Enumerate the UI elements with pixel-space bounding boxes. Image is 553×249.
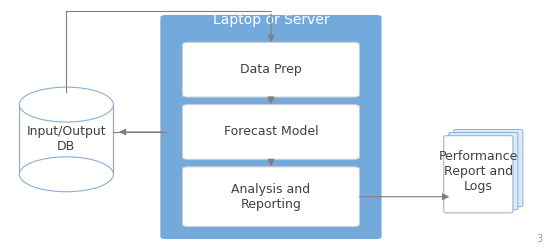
Text: Performance
Report and
Logs: Performance Report and Logs xyxy=(439,150,518,193)
Bar xyxy=(19,105,113,174)
FancyBboxPatch shape xyxy=(182,167,359,227)
Text: Data Prep: Data Prep xyxy=(240,63,302,76)
Text: Forecast Model: Forecast Model xyxy=(223,125,319,138)
Ellipse shape xyxy=(19,157,113,192)
FancyBboxPatch shape xyxy=(160,15,382,239)
Ellipse shape xyxy=(19,87,113,122)
FancyBboxPatch shape xyxy=(182,105,359,159)
Text: Analysis and
Reporting: Analysis and Reporting xyxy=(231,183,311,211)
Text: Laptop or Server: Laptop or Server xyxy=(213,13,329,27)
FancyBboxPatch shape xyxy=(453,129,523,207)
FancyBboxPatch shape xyxy=(449,132,518,210)
FancyBboxPatch shape xyxy=(182,42,359,97)
Text: Input/Output
DB: Input/Output DB xyxy=(27,125,106,153)
FancyBboxPatch shape xyxy=(444,136,513,213)
Text: 3: 3 xyxy=(536,234,542,244)
